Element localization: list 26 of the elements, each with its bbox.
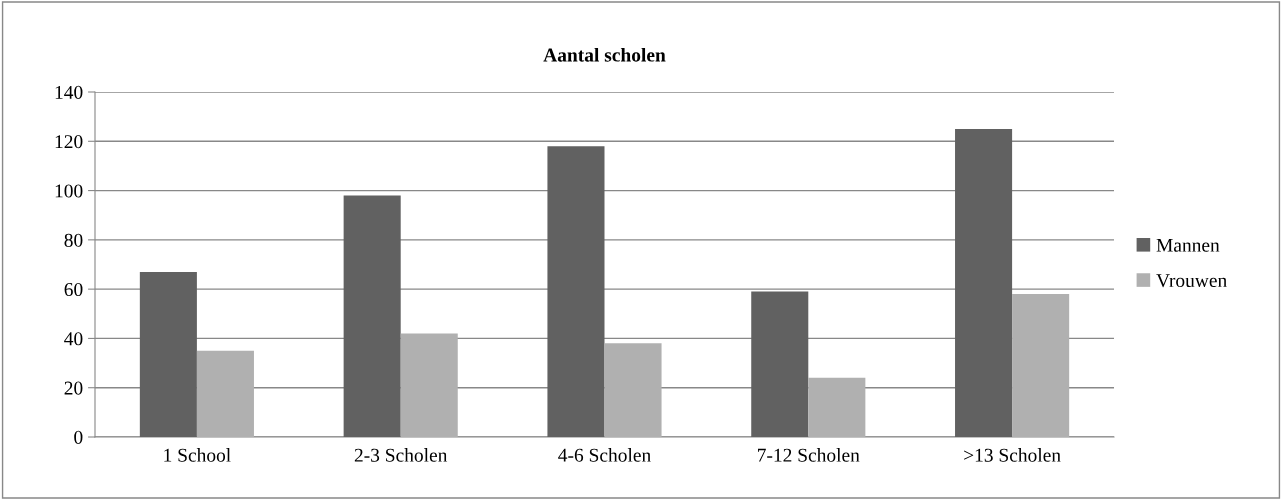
y-tick-label: 40 bbox=[64, 332, 83, 346]
legend-label: Mannen bbox=[1156, 238, 1220, 252]
x-tick-label: 1 School bbox=[164, 448, 231, 462]
x-tick-label: 7-12 Scholen bbox=[758, 448, 860, 462]
x-tick-label: 2-3 Scholen bbox=[354, 448, 448, 462]
chart-title: Aantal scholen bbox=[543, 47, 666, 62]
bar bbox=[604, 343, 662, 437]
legend-label: Vrouwen bbox=[1156, 274, 1227, 288]
y-tick-label: 20 bbox=[64, 381, 83, 395]
bar bbox=[547, 146, 605, 437]
y-tick-label: 140 bbox=[55, 85, 83, 99]
y-tick-label: 120 bbox=[55, 135, 83, 149]
y-tick-label: 80 bbox=[64, 233, 83, 247]
x-tick-label: >13 Scholen bbox=[964, 448, 1061, 462]
y-tick-label: 60 bbox=[64, 282, 83, 297]
bar bbox=[751, 291, 809, 437]
y-tick-label: 100 bbox=[55, 184, 83, 198]
bar bbox=[139, 271, 197, 437]
bar bbox=[955, 128, 1013, 437]
bar bbox=[1012, 294, 1070, 437]
y-tick-label: 0 bbox=[74, 430, 83, 444]
bar bbox=[400, 333, 458, 437]
x-tick-label: 4-6 Scholen bbox=[558, 448, 651, 462]
bar bbox=[343, 195, 401, 437]
bar bbox=[808, 377, 866, 437]
bar bbox=[196, 350, 254, 437]
